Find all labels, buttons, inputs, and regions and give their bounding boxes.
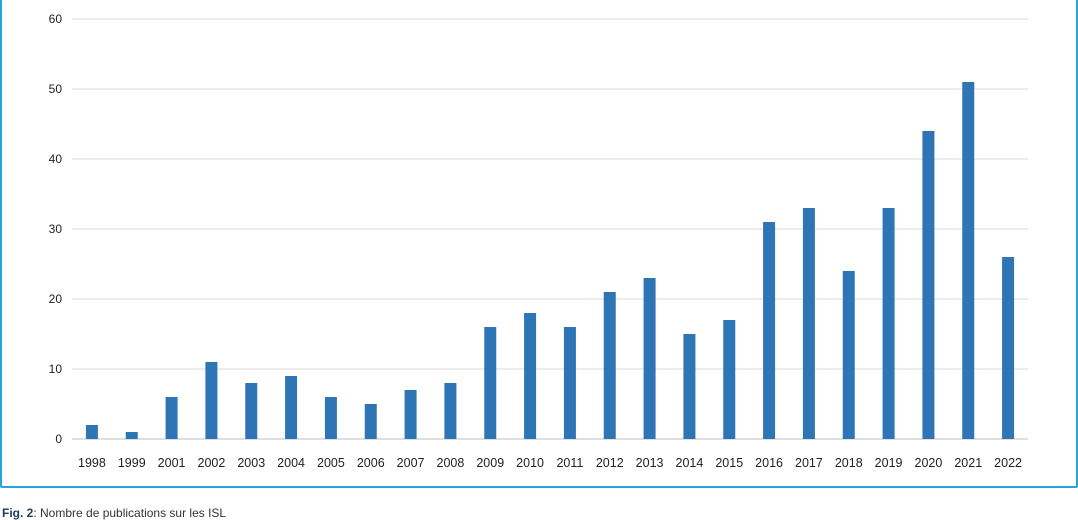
bar (723, 320, 736, 439)
x-tick-label: 2006 (357, 456, 385, 470)
bar (962, 82, 975, 439)
bar (444, 383, 457, 439)
bar (683, 334, 696, 439)
bar (763, 222, 776, 439)
x-tick-label: 2011 (556, 456, 583, 470)
y-tick-label: 10 (49, 362, 63, 376)
x-tick-label: 2015 (715, 456, 743, 470)
x-tick-label: 2010 (516, 456, 544, 470)
bar (802, 208, 815, 439)
x-tick-label: 2012 (596, 456, 624, 470)
x-tick-label: 2013 (636, 456, 664, 470)
bar (842, 271, 855, 439)
bar (643, 278, 656, 439)
bar (165, 397, 178, 439)
bar (324, 397, 337, 439)
y-tick-label: 50 (49, 82, 63, 96)
figure-caption: Fig. 2: Nombre de publications sur les I… (2, 506, 226, 520)
x-tick-label: 2022 (994, 456, 1022, 470)
x-tick-label: 2004 (277, 456, 305, 470)
bar (1002, 257, 1015, 439)
y-tick-label: 40 (49, 152, 63, 166)
x-tick-label: 2009 (476, 456, 504, 470)
bar (882, 208, 895, 439)
bar (285, 376, 298, 439)
y-tick-label: 20 (49, 292, 63, 306)
x-tick-label: 2008 (437, 456, 465, 470)
x-tick-label: 2017 (795, 456, 823, 470)
caption-text: : Nombre de publications sur les ISL (33, 506, 227, 520)
x-tick-label: 2016 (755, 456, 783, 470)
x-tick-label: 2002 (198, 456, 226, 470)
x-tick-label: 2001 (158, 456, 186, 470)
chart-frame (0, 0, 1078, 488)
x-tick-label: 2007 (397, 456, 425, 470)
x-tick-label: 1999 (118, 456, 146, 470)
bar (563, 327, 576, 439)
x-tick-label: 2003 (237, 456, 265, 470)
bar (404, 390, 417, 439)
x-tick-label: 2020 (915, 456, 943, 470)
bar (85, 425, 98, 439)
bar (603, 292, 616, 439)
bar (205, 362, 218, 439)
caption-label: Fig. 2 (2, 506, 34, 520)
x-tick-label: 1998 (78, 456, 106, 470)
x-tick-label: 2021 (954, 456, 982, 470)
y-tick-label: 60 (49, 12, 63, 26)
bar (364, 404, 377, 439)
bar (245, 383, 258, 439)
x-tick-label: 2018 (835, 456, 863, 470)
bar (922, 131, 935, 439)
y-tick-label: 30 (49, 222, 63, 236)
x-tick-label: 2014 (676, 456, 704, 470)
bar (524, 313, 537, 439)
x-tick-label: 2005 (317, 456, 345, 470)
bar (484, 327, 497, 439)
bar (125, 432, 138, 439)
y-tick-label: 0 (55, 432, 62, 446)
x-tick-label: 2019 (875, 456, 903, 470)
bar-chart: 0 10 20 30 40 50 60 1998 1999 2001 2002 2003 2004 200… (49, 12, 1028, 470)
